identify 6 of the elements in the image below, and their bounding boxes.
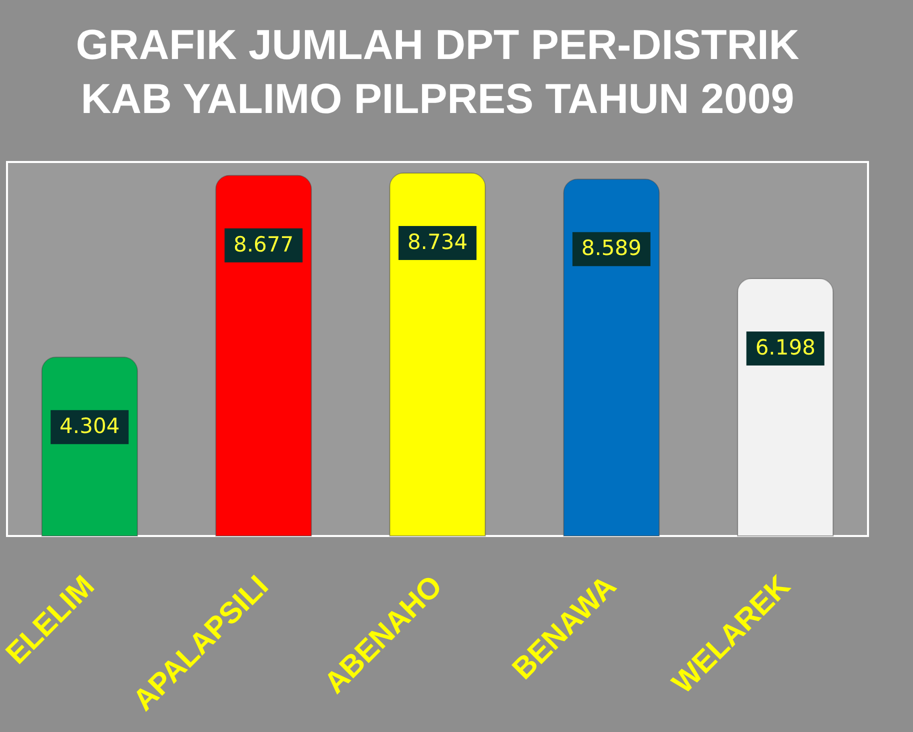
data-label: 8.677 — [234, 232, 294, 256]
data-label: 6.198 — [755, 335, 816, 360]
data-label: 8.589 — [581, 236, 642, 260]
data-label: 8.734 — [407, 230, 468, 254]
chart-title: GRAFIK JUMLAH DPT PER-DISTRIK KAB YALIMO PILPRES TAHUN 2009 — [76, 21, 800, 122]
data-label: 4.304 — [60, 414, 120, 438]
